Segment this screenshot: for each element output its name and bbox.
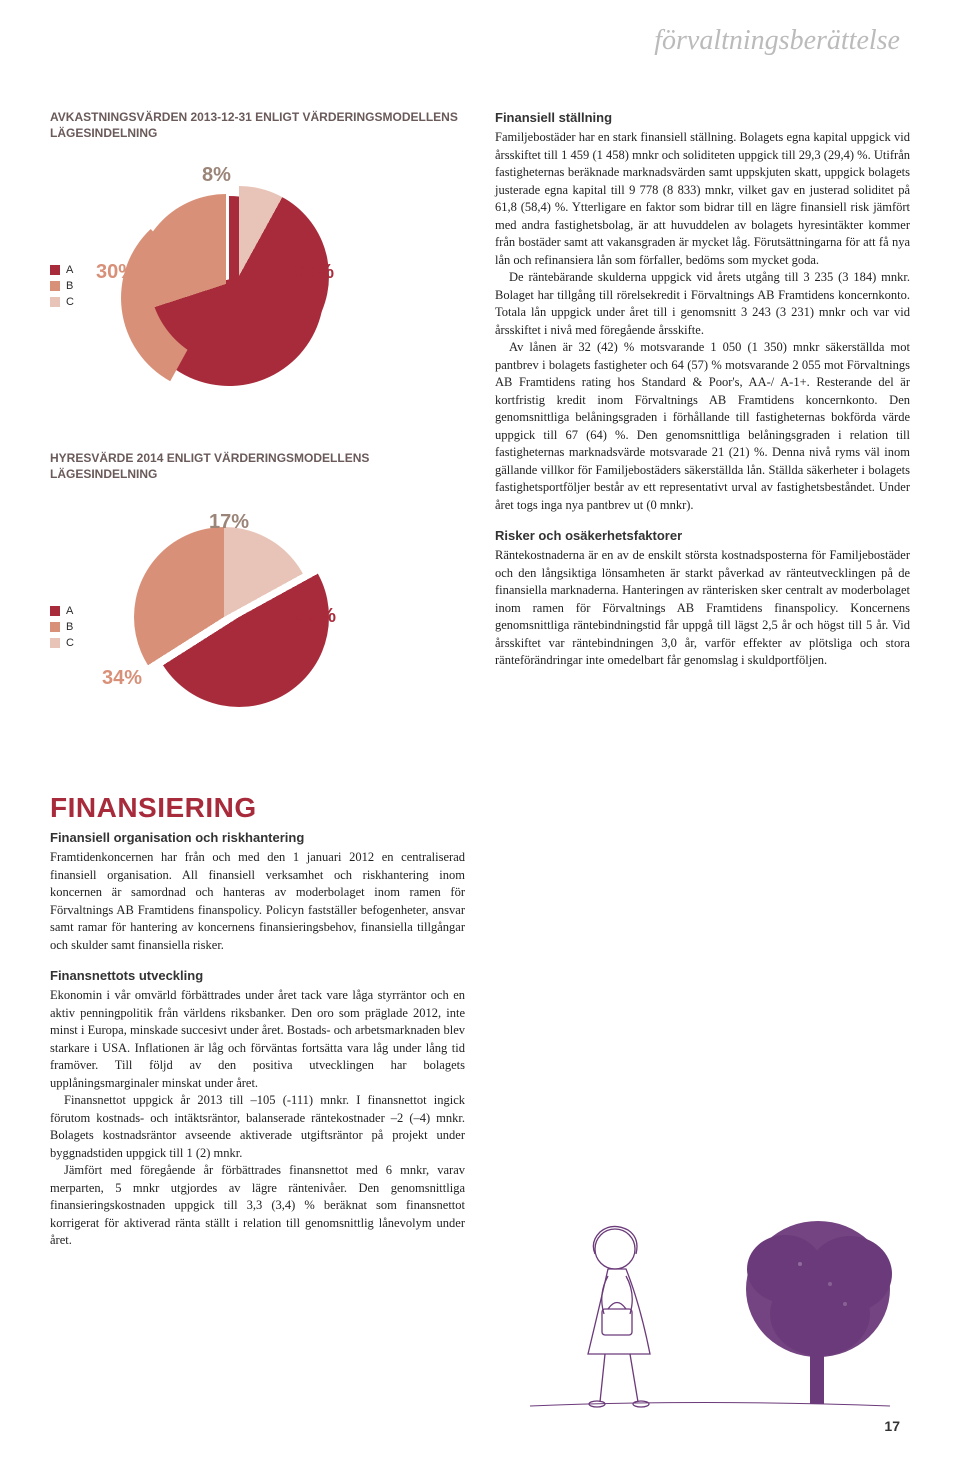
chart2-title: HYRESVÄRDE 2014 ENLIGT VÄRDERINGSMODELLE… [50, 451, 465, 482]
legend-sq-a [50, 265, 60, 275]
right-p1b: De räntebärande skulderna uppgick vid år… [495, 269, 910, 339]
chart1-block: AVKASTNINGSVÄRDEN 2013-12-31 ENLIGT VÄRD… [50, 110, 465, 416]
legend-key: C [66, 637, 74, 649]
section-heading-finansiering: FINANSIERING [50, 792, 465, 824]
body-p1: Framtidenkoncernen har från och med den … [50, 849, 465, 954]
chart1-label-c: 8% [202, 164, 231, 187]
chart1-label-a: 62% [294, 261, 334, 284]
legend-key: A [66, 605, 73, 617]
legend-item: B [50, 621, 74, 633]
right-p1c: Av lånen är 32 (42) % motsvarande 1 050 … [495, 339, 910, 514]
subheading-risker: Risker och osäkerhetsfaktorer [495, 528, 910, 543]
chart2-legend: A B C [50, 605, 74, 649]
legend-item: A [50, 605, 74, 617]
left-column: AVKASTNINGSVÄRDEN 2013-12-31 ENLIGT VÄRD… [50, 110, 465, 1250]
subheading-org-risk: Finansiell organisation och riskhanterin… [50, 830, 465, 845]
body-p2c: Jämfört med föregående år förbättrades f… [50, 1162, 465, 1250]
decorative-illustration [500, 1154, 900, 1434]
right-p1: Familjebostäder har en stark finansiell … [495, 129, 910, 514]
legend-sq-b [50, 281, 60, 291]
body-p2a: Ekonomin i vår omvärld förbättrades unde… [50, 988, 465, 1090]
legend-sq-a [50, 606, 60, 616]
chart2-label-a: 49% [296, 605, 336, 628]
right-p1a: Familjebostäder har en stark finansiell … [495, 130, 910, 267]
chart1-label-b: 30% [96, 261, 136, 284]
legend-key: B [66, 621, 73, 633]
legend-item: A [50, 264, 74, 276]
subheading-finansiell-stallning: Finansiell ställning [495, 110, 910, 125]
right-p2: Räntekostnaderna är en av de enskilt stö… [495, 547, 910, 670]
chart1-legend: A B C [50, 264, 74, 308]
chart1-pie: 8% 62% 30% [94, 156, 354, 416]
legend-item: B [50, 280, 74, 292]
chart2-pie: 17% 49% 34% [94, 497, 354, 757]
subheading-finansnetto: Finansnettots utveckling [50, 968, 465, 983]
right-column: Finansiell ställning Familjebostäder har… [495, 110, 910, 1250]
legend-key: C [66, 296, 74, 308]
legend-sq-b [50, 622, 60, 632]
chart2-label-b: 34% [102, 667, 142, 690]
legend-sq-c [50, 297, 60, 307]
legend-sq-c [50, 638, 60, 648]
legend-item: C [50, 296, 74, 308]
body-p2: Ekonomin i vår omvärld förbättrades unde… [50, 987, 465, 1250]
legend-key: B [66, 280, 73, 292]
chart1-title: AVKASTNINGSVÄRDEN 2013-12-31 ENLIGT VÄRD… [50, 110, 465, 141]
content-columns: AVKASTNINGSVÄRDEN 2013-12-31 ENLIGT VÄRD… [50, 110, 910, 1250]
page-header-label: förvaltningsberättelse [654, 25, 900, 57]
page-number: 17 [884, 1418, 900, 1434]
legend-item: C [50, 637, 74, 649]
chart2-block: HYRESVÄRDE 2014 ENLIGT VÄRDERINGSMODELLE… [50, 451, 465, 757]
chart2-label-c: 17% [209, 511, 249, 534]
body-p2b: Finansnettot uppgick år 2013 till –105 (… [50, 1092, 465, 1162]
legend-key: A [66, 264, 73, 276]
